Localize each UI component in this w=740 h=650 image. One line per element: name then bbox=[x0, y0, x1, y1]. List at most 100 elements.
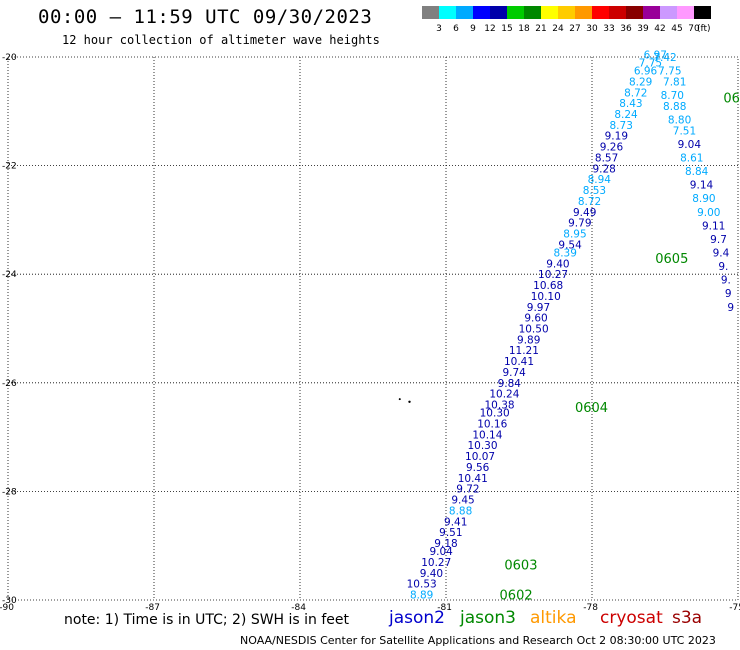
wave-height-value: 7.75 bbox=[658, 66, 681, 78]
legend-label: 70 bbox=[688, 24, 700, 34]
wave-height-value: 9 bbox=[725, 288, 732, 300]
latitude-label: -28 bbox=[2, 487, 17, 497]
wave-height-value: 7.75 bbox=[639, 57, 662, 69]
wave-height-value: 11.21 bbox=[509, 345, 539, 357]
wave-height-value: 9.54 bbox=[558, 239, 582, 251]
wave-height-value: 8.84 bbox=[685, 166, 709, 178]
wave-height-value: 8.72 bbox=[578, 196, 601, 208]
wave-height-value: 10.68 bbox=[533, 280, 563, 292]
wave-height-value: 8.94 bbox=[588, 174, 612, 186]
wave-height-value: 9.49 bbox=[573, 207, 596, 219]
wave-height-value: 9.11 bbox=[702, 220, 725, 232]
wave-height-value: 9.89 bbox=[517, 334, 540, 346]
wave-height-value: 9.45 bbox=[451, 495, 474, 507]
legend-label: 33 bbox=[603, 24, 614, 34]
wave-height-value: 10.16 bbox=[477, 419, 507, 431]
wave-height-value: 9.04 bbox=[429, 546, 453, 558]
wave-height-value: 9.40 bbox=[546, 258, 569, 270]
legend-label: 15 bbox=[501, 24, 512, 34]
wave-height-value: 8.90 bbox=[692, 193, 715, 205]
wave-height-value: 8.72 bbox=[624, 87, 647, 99]
wave-height-value: 9.40 bbox=[420, 568, 443, 580]
wave-height-value: 8.88 bbox=[449, 505, 472, 517]
wave-height-value: 9.18 bbox=[434, 538, 457, 550]
wave-height-value: 8.29 bbox=[629, 76, 652, 88]
wave-height-value: 8.24 bbox=[614, 109, 638, 121]
wave-height-value: 10.27 bbox=[421, 557, 451, 569]
legend-swatch bbox=[439, 6, 456, 19]
wave-height-value: 10.10 bbox=[531, 291, 561, 303]
wave-height-value: 9 bbox=[727, 302, 734, 314]
legend-label: 6 bbox=[453, 24, 459, 34]
time-label: 0604 bbox=[575, 401, 608, 416]
legend-label: 3 bbox=[436, 24, 442, 34]
wave-height-value: 10.30 bbox=[480, 408, 510, 420]
legend-swatch bbox=[626, 6, 643, 19]
wave-height-value: 8.57 bbox=[595, 152, 618, 164]
legend-swatch bbox=[473, 6, 490, 19]
wave-height-value: 9.84 bbox=[498, 378, 522, 390]
legend-label: 24 bbox=[552, 24, 564, 34]
longitude-label: -90 bbox=[0, 603, 14, 613]
wave-height-value: 10.50 bbox=[519, 324, 549, 336]
wave-height-value: 6.97 bbox=[644, 49, 667, 61]
wave-height-value: 10.27 bbox=[538, 269, 568, 281]
legend-label: 27 bbox=[569, 24, 580, 34]
legend-swatch bbox=[490, 6, 507, 19]
wave-height-value: 7.42 bbox=[653, 52, 676, 64]
page-title: 00:00 – 11:59 UTC 09/30/2023 bbox=[38, 6, 373, 28]
legend-altika: altika bbox=[530, 608, 577, 628]
wave-height-value: 8.95 bbox=[563, 228, 586, 240]
legend-jason2: jason2 bbox=[389, 608, 445, 628]
legend-swatch bbox=[524, 6, 541, 19]
legend-swatch bbox=[558, 6, 575, 19]
map-border bbox=[7, 56, 739, 601]
legend-label: 9 bbox=[470, 24, 476, 34]
legend-label: 45 bbox=[671, 24, 682, 34]
wave-height-value: 9.7 bbox=[710, 234, 727, 246]
latitude-label: -26 bbox=[2, 379, 17, 389]
legend-swatch bbox=[541, 6, 558, 19]
map-grid bbox=[7, 56, 739, 601]
legend-swatch bbox=[694, 6, 711, 19]
island-mark bbox=[398, 398, 401, 401]
longitude-label: -84 bbox=[291, 603, 306, 613]
legend-swatch bbox=[422, 6, 439, 19]
longitude-label: -75 bbox=[729, 603, 740, 613]
wave-height-value: 9. bbox=[718, 261, 728, 273]
wave-height-value: 9.60 bbox=[524, 313, 547, 325]
color-legend: 3 6 9 12 15 18 21 24 27 30 33 36 39 42 45 70(ft) bbox=[422, 6, 711, 34]
legend-label: 12 bbox=[484, 24, 495, 34]
longitude-label: -78 bbox=[583, 603, 598, 613]
wave-height-value: 9.14 bbox=[690, 180, 714, 192]
wave-height-value: 9.97 bbox=[527, 302, 550, 314]
legend-swatch bbox=[609, 6, 626, 19]
legend-swatch bbox=[643, 6, 660, 19]
wave-height-value: 7.51 bbox=[673, 125, 696, 137]
wave-height-value: 10.41 bbox=[458, 473, 488, 485]
wave-height-value: 9.51 bbox=[439, 527, 462, 539]
time-label: 0603 bbox=[504, 559, 537, 574]
wave-height-value: 8.88 bbox=[663, 101, 686, 113]
time-label: 0605 bbox=[655, 252, 688, 267]
wave-height-value: 9.04 bbox=[678, 139, 702, 151]
note-text: note: 1) Time is in UTC; 2) SWH is in fe… bbox=[64, 612, 350, 628]
wave-height-value: 10.24 bbox=[489, 389, 519, 401]
time-label: 0602 bbox=[500, 589, 533, 604]
legend-swatch bbox=[660, 6, 677, 19]
wave-height-value: 10.41 bbox=[504, 356, 534, 368]
legend-label: 36 bbox=[620, 24, 632, 34]
wave-height-value: 10.30 bbox=[467, 440, 497, 452]
wave-height-value: 8.61 bbox=[680, 152, 703, 164]
legend-s3a: s3a bbox=[672, 608, 703, 628]
legend-jason3: jason3 bbox=[460, 608, 516, 628]
track-jason3: 8.8910.539.4010.279.049.189.519.418.889.… bbox=[407, 49, 667, 601]
legend-swatch bbox=[507, 6, 524, 19]
wave-height-value: 9.41 bbox=[444, 516, 467, 528]
wave-height-value: 9.4 bbox=[713, 247, 730, 259]
island-mark bbox=[408, 400, 411, 404]
track-jason3-b: 7.42 7.757.81 8.708.888.807.51 9.048.61 8.84… bbox=[653, 52, 734, 314]
legend-swatch bbox=[456, 6, 473, 19]
altimeter-tracks: 8.8910.539.4010.279.049.189.519.418.889.… bbox=[407, 49, 734, 601]
